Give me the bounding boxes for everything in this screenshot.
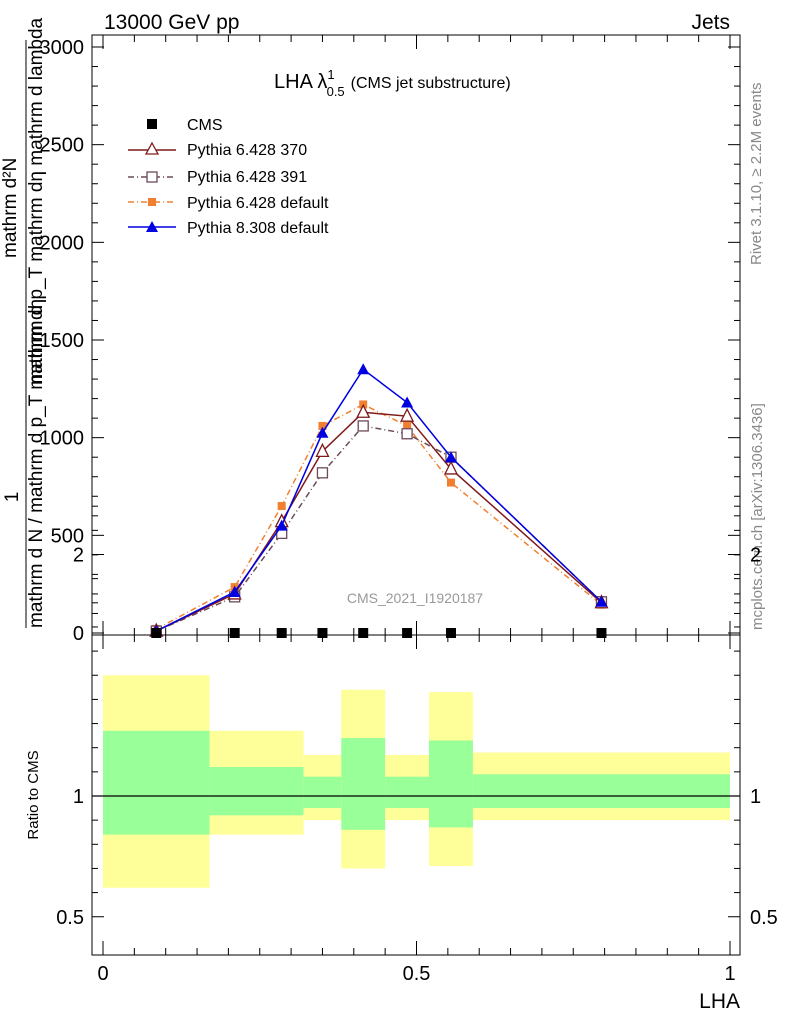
- point-py6def-3: [318, 421, 327, 430]
- main-ytick-label: 500: [51, 525, 84, 547]
- legend-label-cms: CMS: [187, 117, 223, 134]
- ratio-ytick-label-right: 1: [750, 786, 761, 808]
- point-cms-6: [445, 628, 456, 638]
- point-py8def-2: [275, 519, 288, 531]
- ylabel-denominator: mathrm d N / mathrm d p_T mathrm dη: [26, 299, 47, 628]
- point-py8def-5: [401, 396, 414, 408]
- legend-label-py370: Pythia 6.428 370: [187, 142, 307, 159]
- point-cms-1: [229, 628, 240, 638]
- title-main: LHA λ: [274, 71, 327, 93]
- ratio-ytick-label: 1: [73, 786, 84, 808]
- legend-label-py391: Pythia 6.428 391: [187, 169, 307, 186]
- series-layer: [149, 363, 609, 638]
- band-inner-2: [303, 776, 342, 809]
- ratio-bands: [92, 675, 740, 888]
- header-right: Jets: [691, 11, 730, 34]
- point-cms-5: [402, 628, 413, 638]
- band-inner-3: [341, 738, 386, 830]
- title-sub: 0.5: [327, 84, 345, 99]
- ylabel-d2n: mathrm d²N: [0, 158, 21, 258]
- main-ytick-label: 3000: [40, 37, 85, 59]
- ratio-ylabel: Ratio to CMS: [25, 750, 42, 839]
- legend-item-py6def: Pythia 6.428 default: [128, 195, 329, 212]
- band-inner-5: [429, 740, 473, 828]
- axes: 0 500 1000 1500 2000 2500 3000 0 0.5 1 0.5 0.5 1 1 2 2: [40, 35, 778, 985]
- point-py8def-4: [357, 363, 370, 375]
- rivet-label: Rivet 3.1.10, ≥ 2.2M events: [748, 83, 765, 266]
- legend-item-py370: Pythia 6.428 370: [128, 141, 307, 159]
- main-ytick-label: 2500: [40, 135, 85, 157]
- title-sup: 1: [327, 67, 334, 82]
- point-py391-3: [316, 467, 329, 479]
- point-py6def-5: [403, 421, 412, 430]
- header-left: 13000 GeV pp: [104, 11, 239, 34]
- watermark: CMS_2021_I1920187: [347, 590, 483, 606]
- point-cms-0: [151, 628, 162, 638]
- legend-label-py8def: Pythia 8.308 default: [187, 220, 329, 237]
- point-py370-4: [356, 403, 371, 418]
- point-py370-5: [400, 407, 415, 422]
- point-cms-3: [317, 628, 328, 638]
- point-py370-3: [315, 442, 330, 457]
- main-ytick-label: 1000: [40, 428, 85, 450]
- mcplots-label: mcplots.cern.ch [arXiv:1306.3436]: [749, 403, 766, 630]
- point-py6def-6: [446, 478, 455, 487]
- main-ytick-label: 1500: [40, 330, 85, 352]
- main-ytick-label: 0: [73, 623, 84, 645]
- x-axis-label: LHA: [699, 990, 740, 1013]
- point-py8def-7: [595, 595, 608, 607]
- band-inner-1: [209, 767, 304, 816]
- legend-label-py6def: Pythia 6.428 default: [187, 195, 329, 212]
- point-cms-7: [596, 628, 607, 638]
- title-rest: (CMS jet substructure): [351, 75, 511, 92]
- point-py8def-1: [228, 585, 241, 597]
- ratio-xtick-label: 0.5: [403, 963, 431, 985]
- legend-item-cms: CMS: [147, 117, 223, 134]
- band-inner-0: [103, 730, 210, 835]
- svg-text:LHA λ10.5(CMS jet substructure: LHA λ1 0.5 (CMS jet substructure): [274, 67, 511, 99]
- band-inner-6: [472, 774, 730, 809]
- ratio-ytick-label: 2: [73, 545, 84, 567]
- point-py8def-6: [444, 451, 457, 463]
- ratio-ytick-label-right: 2: [750, 545, 761, 567]
- point-py391-4: [357, 420, 369, 432]
- ratio-xtick-label: 1: [724, 963, 735, 985]
- legend-item-py8def: Pythia 8.308 default: [128, 220, 329, 237]
- main-ytick-label: 2000: [40, 232, 85, 254]
- point-py391-5: [401, 428, 413, 440]
- series-line-py6def: [155, 403, 602, 630]
- main-title: LHA λ1 0.5 (CMS jet substructure): [274, 67, 511, 99]
- ratio-xtick-label: 0: [97, 963, 108, 985]
- series-line-py8def: [155, 368, 602, 632]
- main-ylabel: 1 mathrm d N / mathrm d p_T mathrm dη ma…: [0, 17, 47, 628]
- point-cms-4: [358, 628, 369, 638]
- point-py8def-3: [316, 426, 329, 438]
- legend-item-py391: Pythia 6.428 391: [128, 169, 307, 186]
- ratio-ytick-label-right: 0.5: [750, 907, 778, 929]
- ylabel-one: 1: [2, 492, 23, 503]
- ratio-ytick-label: 0.5: [56, 907, 84, 929]
- point-py370-6: [443, 460, 459, 475]
- point-py6def-2: [277, 502, 286, 511]
- ylabel-d3: mathrm d p_T mathrm dη mathrm d lambda: [26, 17, 47, 385]
- point-cms-2: [276, 628, 287, 638]
- legend: CMS Pythia 6.428 370 Pythia 6.428 391 Py…: [128, 117, 329, 237]
- band-inner-4: [385, 776, 430, 809]
